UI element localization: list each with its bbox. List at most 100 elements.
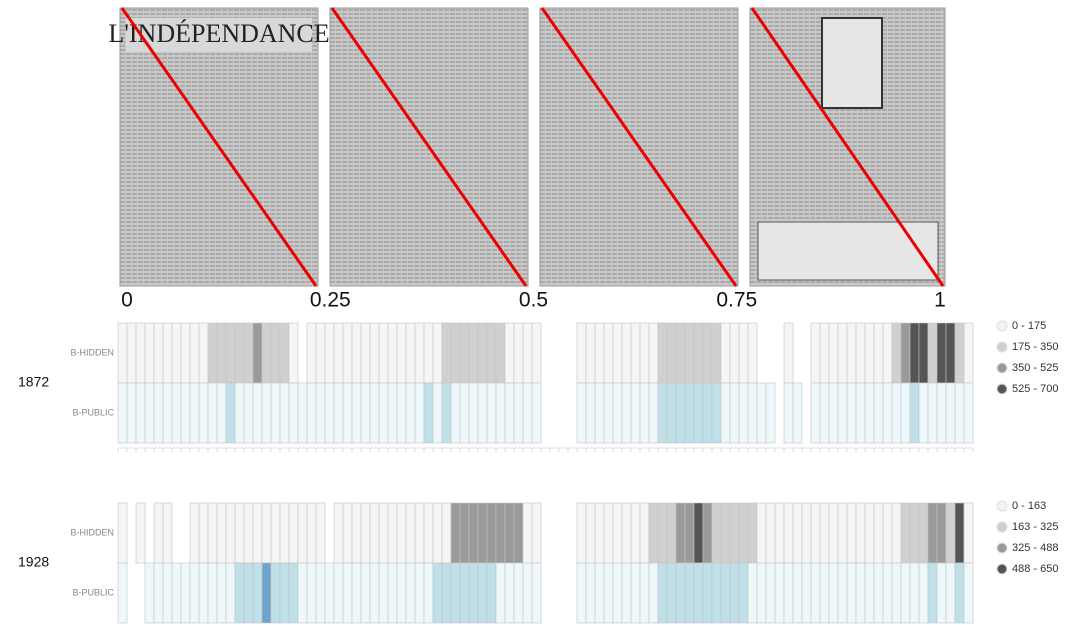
cell: [442, 503, 451, 563]
cell: [676, 503, 685, 563]
cell: [955, 503, 964, 563]
cell: [883, 563, 892, 623]
cell: [919, 503, 928, 563]
cell: [748, 503, 757, 563]
cell: [676, 563, 685, 623]
cell: [451, 383, 460, 443]
cell: [775, 503, 784, 563]
cell: [469, 503, 478, 563]
position-label: 0.75: [716, 289, 757, 312]
cell: [244, 323, 253, 383]
cell: [631, 563, 640, 623]
cell: [163, 323, 172, 383]
cell: [514, 503, 523, 563]
cell: [352, 503, 361, 563]
cell: [604, 563, 613, 623]
cell: [748, 323, 757, 383]
cell: [847, 503, 856, 563]
cell: [433, 563, 442, 623]
cell: [703, 563, 712, 623]
cell: [739, 503, 748, 563]
cell: [856, 383, 865, 443]
cell: [136, 383, 145, 443]
cell: [667, 563, 676, 623]
cell: [955, 383, 964, 443]
cell: [496, 383, 505, 443]
cell: [433, 323, 442, 383]
cell: [874, 383, 883, 443]
cell: [811, 323, 820, 383]
cell: [235, 563, 244, 623]
cell: [631, 323, 640, 383]
cell: [307, 323, 316, 383]
cell: [910, 503, 919, 563]
cell: [766, 383, 775, 443]
legend-label: 325 - 488: [1012, 542, 1058, 554]
cell: [577, 503, 586, 563]
cell: [694, 323, 703, 383]
cell: [325, 323, 334, 383]
cell: [784, 323, 793, 383]
cell: [244, 563, 253, 623]
cell: [613, 503, 622, 563]
cell: [595, 563, 604, 623]
cell: [829, 503, 838, 563]
cell: [118, 503, 127, 563]
cell: [622, 563, 631, 623]
cell: [352, 323, 361, 383]
cell: [280, 383, 289, 443]
cell: [478, 323, 487, 383]
cell: [316, 503, 325, 563]
cell: [667, 503, 676, 563]
cell: [928, 323, 937, 383]
cell: [424, 323, 433, 383]
cell: [811, 563, 820, 623]
legend-swatch: [997, 384, 1007, 394]
cell: [505, 383, 514, 443]
cell: [829, 383, 838, 443]
cell: [253, 503, 262, 563]
legend-label: 0 - 163: [1012, 500, 1046, 512]
cell: [622, 503, 631, 563]
cell: [577, 383, 586, 443]
cell: [658, 503, 667, 563]
cell: [469, 323, 478, 383]
legend-swatch: [997, 564, 1007, 574]
cell: [532, 383, 541, 443]
cell: [640, 323, 649, 383]
cell: [406, 383, 415, 443]
cell: [127, 323, 136, 383]
cell: [505, 503, 514, 563]
cell: [406, 323, 415, 383]
cell: [631, 503, 640, 563]
cell: [811, 383, 820, 443]
cell: [649, 503, 658, 563]
cell: [820, 323, 829, 383]
cell: [901, 323, 910, 383]
year-label: 1928: [18, 554, 49, 570]
cell: [595, 323, 604, 383]
cell: [532, 323, 541, 383]
cell: [748, 563, 757, 623]
cell: [523, 563, 532, 623]
cell: [910, 383, 919, 443]
cell: [118, 323, 127, 383]
cell: [262, 503, 271, 563]
cell: [865, 503, 874, 563]
cell: [937, 563, 946, 623]
cell: [667, 383, 676, 443]
cell: [613, 383, 622, 443]
cell: [316, 383, 325, 443]
cell: [208, 563, 217, 623]
cell: [289, 323, 298, 383]
position-label: 1: [934, 289, 946, 312]
cell: [154, 563, 163, 623]
cell: [685, 383, 694, 443]
cell: [712, 563, 721, 623]
ad-block: [822, 18, 882, 108]
cell: [199, 383, 208, 443]
cell: [802, 503, 811, 563]
cell: [532, 503, 541, 563]
cell: [820, 383, 829, 443]
cell: [622, 383, 631, 443]
